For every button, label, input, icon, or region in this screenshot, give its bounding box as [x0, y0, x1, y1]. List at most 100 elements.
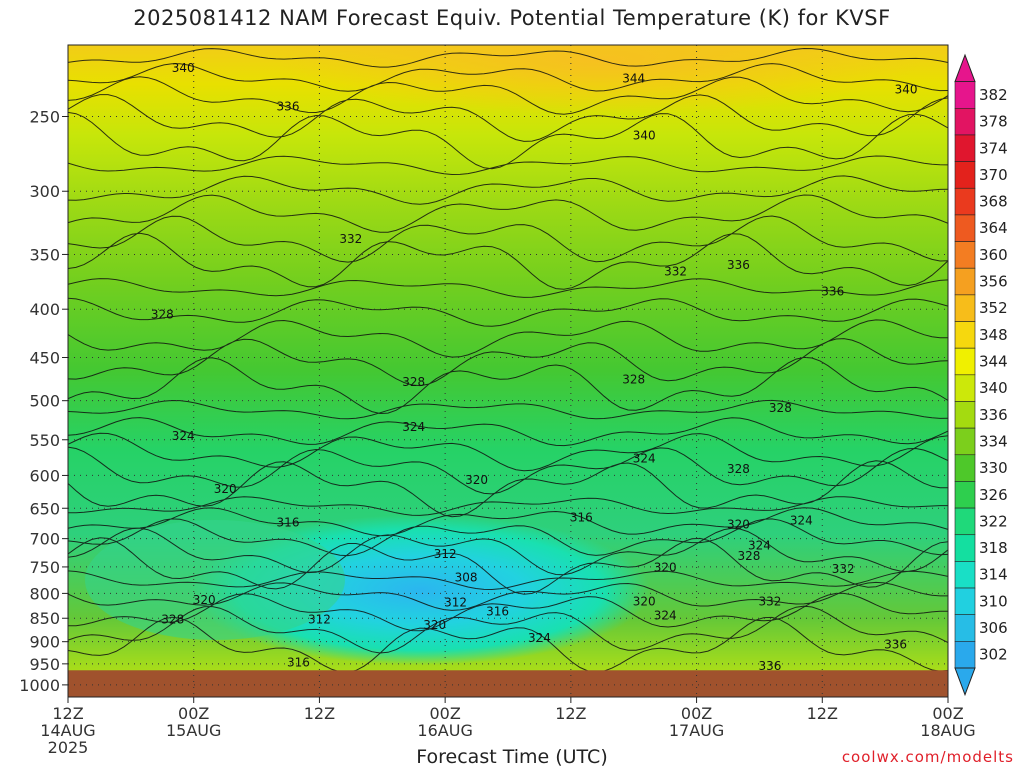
x-tick-label: 18AUG [920, 721, 975, 740]
colorbar-label: 306 [979, 619, 1008, 637]
contour-label: 328 [737, 549, 760, 563]
x-tick-label: 15AUG [166, 721, 221, 740]
colorbar-swatch [954, 561, 976, 589]
contour-label: 324 [654, 608, 677, 622]
contour-label: 328 [151, 307, 174, 321]
colorbar-swatch [954, 134, 976, 162]
y-tick-label: 300 [29, 182, 60, 201]
colorbar-label: 378 [979, 113, 1008, 131]
y-tick-label: 1000 [19, 676, 60, 695]
credit-text: coolwx.com/modelts [841, 748, 1014, 766]
colorbar-swatch [954, 641, 976, 669]
colorbar-swatch [954, 454, 976, 482]
dry-intrusion-left [85, 520, 345, 640]
y-tick-label: 650 [29, 499, 60, 518]
plot-frame [67, 44, 949, 698]
colorbar-swatch [954, 161, 976, 189]
contour-label: 316 [570, 511, 593, 525]
contour-label: 332 [339, 232, 362, 246]
colorbar-label: 334 [979, 432, 1008, 450]
colorbar-label: 368 [979, 193, 1008, 211]
contour-label: 328 [402, 375, 425, 389]
colorbar-swatch [954, 401, 976, 429]
y-tick-label: 500 [29, 392, 60, 411]
contour-label: 320 [214, 482, 237, 496]
contour-label: 336 [727, 258, 750, 272]
colorbar-label: 302 [979, 646, 1008, 664]
colorbar-label: 326 [979, 486, 1008, 504]
x-tick-label: 00Z [681, 704, 712, 723]
colorbar-swatch [954, 267, 976, 296]
colorbar-swatch [954, 587, 976, 615]
colorbar-swatch [954, 108, 976, 136]
contour-label: 320 [193, 593, 216, 607]
colorbar-label: 330 [979, 459, 1008, 477]
contour-label: 336 [758, 659, 781, 673]
y-tick-label: 800 [29, 584, 60, 603]
y-tick-label: 450 [29, 348, 60, 367]
x-tick-label: 14AUG [40, 721, 95, 740]
contour-label: 324 [172, 429, 195, 443]
contour-label: 324 [748, 539, 771, 553]
colorbar-label: 340 [979, 379, 1008, 397]
contour-label: 336 [277, 100, 300, 114]
x-tick-label: 00Z [932, 704, 963, 723]
colorbar-swatch [954, 241, 976, 269]
colorbar-swatch [954, 374, 976, 402]
x-tick-label: 12Z [304, 704, 335, 723]
contour-label: 308 [455, 571, 478, 585]
x-tick-label: 12Z [807, 704, 838, 723]
contour-label: 340 [172, 61, 195, 75]
contour-label: 324 [528, 631, 551, 645]
x-tick-label: 00Z [429, 704, 460, 723]
colorbar-swatch [954, 481, 976, 509]
contour-label: 320 [633, 595, 656, 609]
contour-label: 324 [790, 514, 813, 528]
y-tick-label: 250 [29, 107, 60, 126]
y-tick-label: 700 [29, 530, 60, 549]
chart-title: 2025081412 NAM Forecast Equiv. Potential… [133, 6, 891, 30]
contour-label: 336 [821, 284, 844, 298]
x-axis-label: Forecast Time (UTC) [416, 746, 608, 768]
colorbar-label: 322 [979, 512, 1008, 530]
colorbar-label: 344 [979, 353, 1008, 371]
x-tick-label: 12Z [52, 704, 83, 723]
contour-label: 328 [727, 462, 750, 476]
contour-label: 332 [758, 595, 781, 609]
contour-label: 328 [769, 401, 792, 415]
colorbar: 382 378 374 370 368 364 360 356 352 348 344 340 336 3… [954, 53, 1008, 697]
colorbar-label: 352 [979, 299, 1008, 317]
contour-label: 320 [423, 618, 446, 632]
contour-label: 328 [161, 613, 184, 627]
colorbar-swatch [954, 347, 976, 376]
colorbar-swatch [954, 321, 976, 349]
contour-label: 340 [633, 129, 656, 143]
y-tick-label: 850 [29, 609, 60, 628]
contour-label: 328 [622, 373, 645, 387]
upper-warm-region [280, 45, 920, 115]
contour-label: 324 [402, 420, 425, 434]
colorbar-arrow-bottom [954, 667, 976, 697]
colorbar-label: 364 [979, 219, 1008, 237]
contour-label: 320 [654, 560, 677, 574]
x-tick-label: 17AUG [669, 721, 724, 740]
colorbar-label: 314 [979, 566, 1008, 584]
colorbar-arrow-top [954, 53, 976, 83]
colorbar-label: 382 [979, 86, 1008, 104]
colorbar-label: 356 [979, 273, 1008, 291]
y-tick-label: 550 [29, 431, 60, 450]
ground [68, 670, 948, 697]
colorbar-swatch [954, 81, 976, 109]
colorbar-swatch [954, 187, 976, 216]
colorbar-label: 348 [979, 326, 1008, 344]
x-tick-label: 12Z [555, 704, 586, 723]
contour-label: 312 [444, 596, 467, 610]
colorbar-label: 374 [979, 139, 1008, 157]
y-tick-label: 350 [29, 245, 60, 264]
contour-label: 320 [727, 517, 750, 531]
contour-label: 316 [486, 604, 509, 618]
y-tick-label: 750 [29, 558, 60, 577]
x-tick-label: 16AUG [417, 721, 472, 740]
colorbar-label: 310 [979, 592, 1008, 610]
